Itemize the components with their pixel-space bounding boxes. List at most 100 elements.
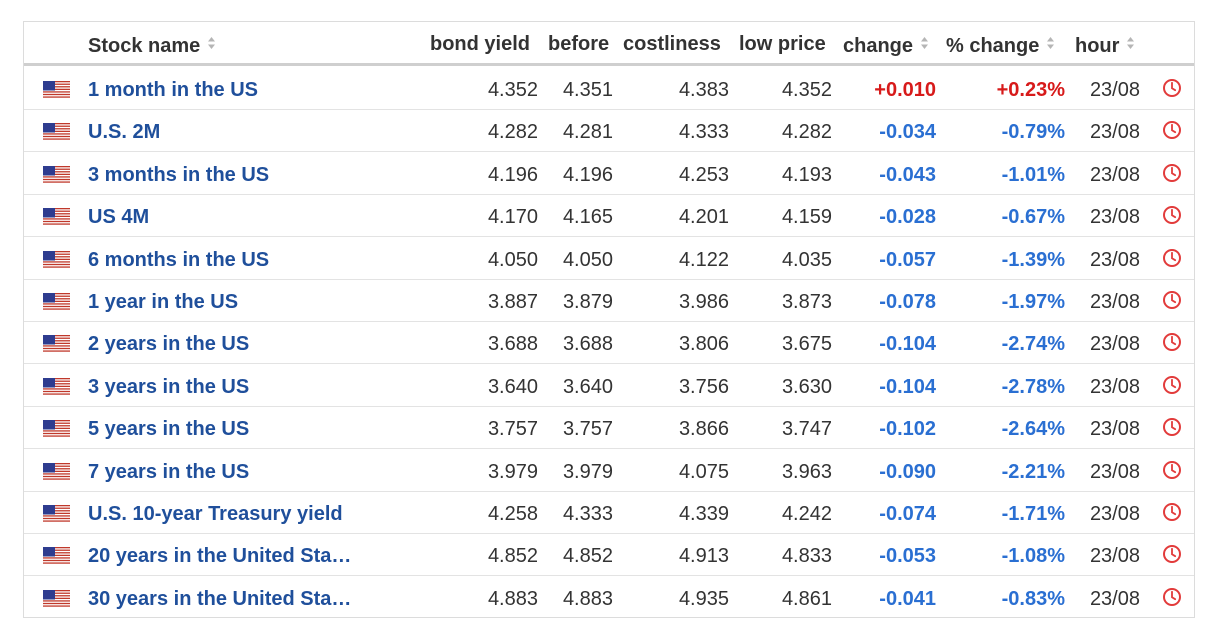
pct-change-value: -1.71%: [1001, 503, 1065, 525]
header-stock-name[interactable]: Stock name: [88, 22, 216, 66]
costliness-value: 4.935: [678, 587, 729, 610]
change-value: -0.078: [879, 291, 936, 313]
low-price-value: 3.630: [781, 375, 832, 398]
costliness-value: 4.201: [678, 206, 729, 229]
pct-change-value: -1.39%: [1001, 248, 1065, 271]
clock-icon[interactable]: [1162, 544, 1182, 564]
us-flag-icon: [43, 335, 70, 353]
clock-icon[interactable]: [1162, 375, 1182, 395]
us-flag-icon: [43, 462, 70, 481]
sort-icon[interactable]: [1126, 22, 1135, 66]
table-row[interactable]: 1 month in the US 4.352 4.351 4.383 4.352 +0.…: [24, 68, 1194, 110]
header-pct-change-label: % change: [946, 35, 1040, 57]
low-price-value: 4.352: [781, 79, 832, 101]
stock-name-link[interactable]: 6 months in the US: [88, 248, 270, 271]
clock-icon[interactable]: [1162, 587, 1182, 607]
before-value: 4.165: [562, 206, 613, 229]
clock-icon[interactable]: [1162, 417, 1182, 437]
stock-name-link[interactable]: 1 year in the US: [88, 291, 239, 313]
sort-icon[interactable]: [207, 22, 216, 66]
costliness-value: 4.333: [678, 121, 729, 144]
stock-name-link[interactable]: US 4M: [88, 206, 150, 229]
stock-name-link[interactable]: U.S. 10-year Treasury yield: [88, 503, 343, 525]
clock-icon[interactable]: [1162, 163, 1182, 183]
bond-yield-value: 4.352: [487, 79, 538, 101]
header-hour-label: hour: [1075, 35, 1120, 57]
us-flag-icon: [43, 81, 70, 99]
stock-name-link[interactable]: 5 years in the US: [88, 418, 250, 441]
stock-name-link[interactable]: U.S. 2M: [88, 121, 161, 144]
sort-icon[interactable]: [920, 22, 929, 66]
before-value: 4.351: [562, 79, 613, 101]
clock-icon[interactable]: [1162, 290, 1182, 310]
us-flag-icon: [43, 589, 70, 608]
clock-icon[interactable]: [1162, 205, 1182, 225]
table-row[interactable]: 30 years in the United Sta… 4.883 4.883 4.9…: [24, 577, 1194, 619]
low-price-value: 3.747: [781, 418, 832, 441]
table-row[interactable]: U.S. 2M 4.282 4.281 4.333 4.282 -0.034 -0.79% 2…: [24, 110, 1194, 153]
costliness-value: 4.913: [678, 545, 729, 568]
change-value: -0.102: [879, 418, 936, 441]
change-value: -0.057: [879, 248, 936, 271]
table-row[interactable]: US 4M 4.170 4.165 4.201 4.159 -0.028 -0.67% 23/…: [24, 195, 1194, 238]
before-value: 4.883: [562, 587, 613, 610]
stock-name-link[interactable]: 30 years in the United Sta…: [88, 587, 352, 610]
table-row[interactable]: 7 years in the US 3.979 3.979 4.075 3.963 -0.…: [24, 450, 1194, 492]
table-row[interactable]: 1 year in the US 3.887 3.879 3.986 3.873 -0.0…: [24, 280, 1194, 322]
before-value: 3.757: [562, 418, 613, 441]
change-value: +0.010: [874, 79, 936, 101]
pct-change-value: -0.67%: [1001, 206, 1065, 229]
us-flag-icon: [43, 165, 70, 184]
bond-yield-value: 4.196: [487, 163, 538, 186]
costliness-value: 3.866: [678, 418, 729, 441]
before-value: 4.050: [562, 248, 613, 271]
header-change[interactable]: change: [843, 22, 929, 66]
header-pct-change[interactable]: % change: [946, 22, 1055, 66]
clock-icon[interactable]: [1162, 502, 1182, 522]
clock-icon[interactable]: [1162, 248, 1182, 268]
costliness-value: 4.122: [678, 248, 729, 271]
table-row[interactable]: 3 months in the US 4.196 4.196 4.253 4.193 -0…: [24, 153, 1194, 195]
stock-name-link[interactable]: 3 years in the US: [88, 375, 250, 398]
change-value: -0.104: [879, 333, 936, 356]
low-price-value: 3.873: [781, 291, 832, 313]
pct-change-value: -2.78%: [1001, 375, 1065, 398]
clock-icon[interactable]: [1162, 460, 1182, 480]
header-hour[interactable]: hour: [1075, 22, 1135, 66]
stock-name-link[interactable]: 3 months in the US: [88, 163, 270, 186]
pct-change-value: -2.74%: [1001, 333, 1065, 356]
stock-name-link[interactable]: 1 month in the US: [88, 79, 258, 101]
stock-name-link[interactable]: 2 years in the US: [88, 333, 250, 356]
clock-icon[interactable]: [1162, 78, 1182, 98]
change-value: -0.053: [879, 545, 936, 568]
before-value: 3.688: [562, 333, 613, 356]
bond-yield-value: 4.050: [487, 248, 538, 271]
change-value: -0.043: [879, 163, 936, 186]
us-flag-icon: [43, 505, 70, 523]
low-price-value: 4.193: [781, 163, 832, 186]
table-row[interactable]: U.S. 10-year Treasury yield 4.258 4.333 4.3…: [24, 492, 1194, 534]
hour-value: 23/08: [1089, 121, 1140, 144]
costliness-value: 3.806: [678, 333, 729, 356]
sort-icon[interactable]: [1046, 22, 1055, 66]
change-value: -0.090: [879, 460, 936, 483]
table-row[interactable]: 2 years in the US 3.688 3.688 3.806 3.675 -0.…: [24, 322, 1194, 365]
table-row[interactable]: 3 years in the US 3.640 3.640 3.756 3.630 -0.…: [24, 365, 1194, 407]
stock-name-link[interactable]: 7 years in the US: [88, 460, 250, 483]
hour-value: 23/08: [1089, 460, 1140, 483]
bond-yield-value: 4.282: [487, 121, 538, 144]
low-price-value: 3.963: [781, 460, 832, 483]
table-row[interactable]: 5 years in the US 3.757 3.757 3.866 3.747 -0.…: [24, 407, 1194, 450]
clock-icon[interactable]: [1162, 332, 1182, 352]
hour-value: 23/08: [1089, 545, 1140, 568]
table-row[interactable]: 6 months in the US 4.050 4.050 4.122 4.035 -0…: [24, 238, 1194, 280]
clock-icon[interactable]: [1162, 120, 1182, 140]
pct-change-value: -0.79%: [1001, 121, 1065, 144]
stock-name-link[interactable]: 20 years in the United Sta…: [88, 545, 352, 568]
pct-change-value: -2.64%: [1001, 418, 1065, 441]
costliness-value: 4.383: [678, 79, 729, 101]
bond-yield-table: Stock name bond yield before costliness …: [23, 21, 1195, 618]
pct-change-value: -1.01%: [1001, 163, 1065, 186]
table-row[interactable]: 20 years in the United Sta… 4.852 4.852 4.9…: [24, 534, 1194, 577]
costliness-value: 3.986: [678, 291, 729, 313]
